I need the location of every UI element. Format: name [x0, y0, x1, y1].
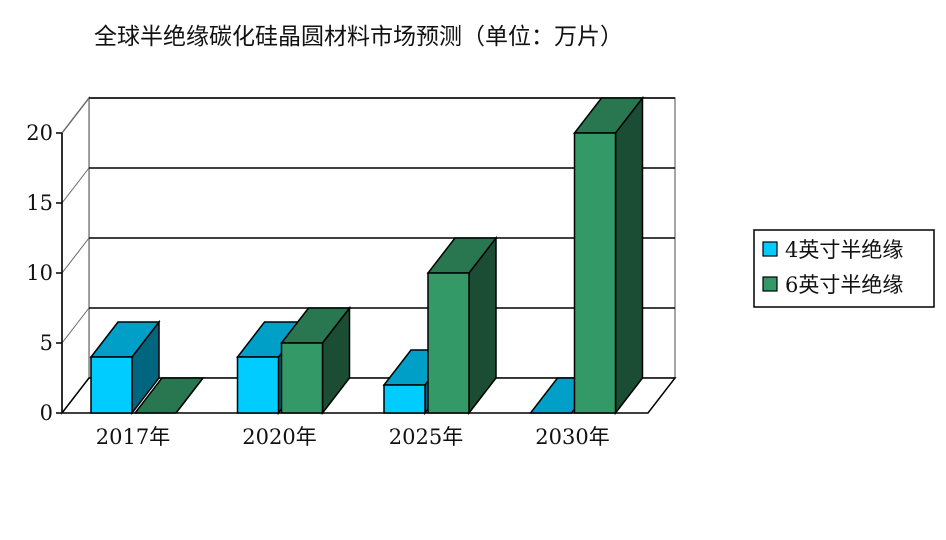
bar-top	[133, 377, 205, 414]
y-tick-label: 0	[40, 401, 53, 425]
legend-label: 4英寸半绝缘	[785, 238, 903, 262]
legend-swatch	[762, 241, 778, 257]
y-axis-ticks: 0 5 10 15 20	[26, 121, 63, 425]
gridline-side	[61, 167, 90, 204]
bar-front	[427, 272, 470, 414]
x-axis-labels: 2017年 2020年 2025年 2030年	[96, 425, 610, 449]
bar-front	[383, 384, 426, 414]
bar-front	[280, 342, 324, 414]
gridline-side	[61, 97, 90, 134]
bar	[89, 319, 161, 416]
y-tick-label: 5	[40, 331, 53, 355]
x-tick-label: 2030年	[535, 425, 609, 449]
bar	[572, 95, 645, 416]
chart-title: 全球半绝缘碳化硅晶圆材料市场预测（单位：万片）	[94, 24, 623, 50]
bar-front	[90, 356, 133, 414]
x-tick-label: 2020年	[242, 425, 316, 449]
bar-side	[614, 95, 644, 416]
bar-front	[236, 356, 280, 414]
x-tick-label: 2017年	[96, 425, 170, 449]
legend-box	[753, 229, 935, 308]
y-tick-label: 15	[26, 191, 53, 215]
gridline-side	[61, 307, 90, 344]
bar	[133, 377, 205, 414]
legend: 4英寸半绝缘 6英寸半绝缘	[753, 229, 935, 308]
bar-front	[573, 132, 617, 414]
legend-label: 6英寸半绝缘	[785, 273, 903, 297]
bars	[89, 95, 645, 416]
legend-swatch	[762, 276, 778, 292]
bar	[426, 235, 498, 416]
y-tick-label: 20	[26, 121, 53, 145]
y-tick-label: 10	[26, 261, 53, 285]
x-tick-label: 2025年	[389, 425, 463, 449]
bar	[279, 305, 352, 416]
gridline-side	[61, 237, 90, 274]
